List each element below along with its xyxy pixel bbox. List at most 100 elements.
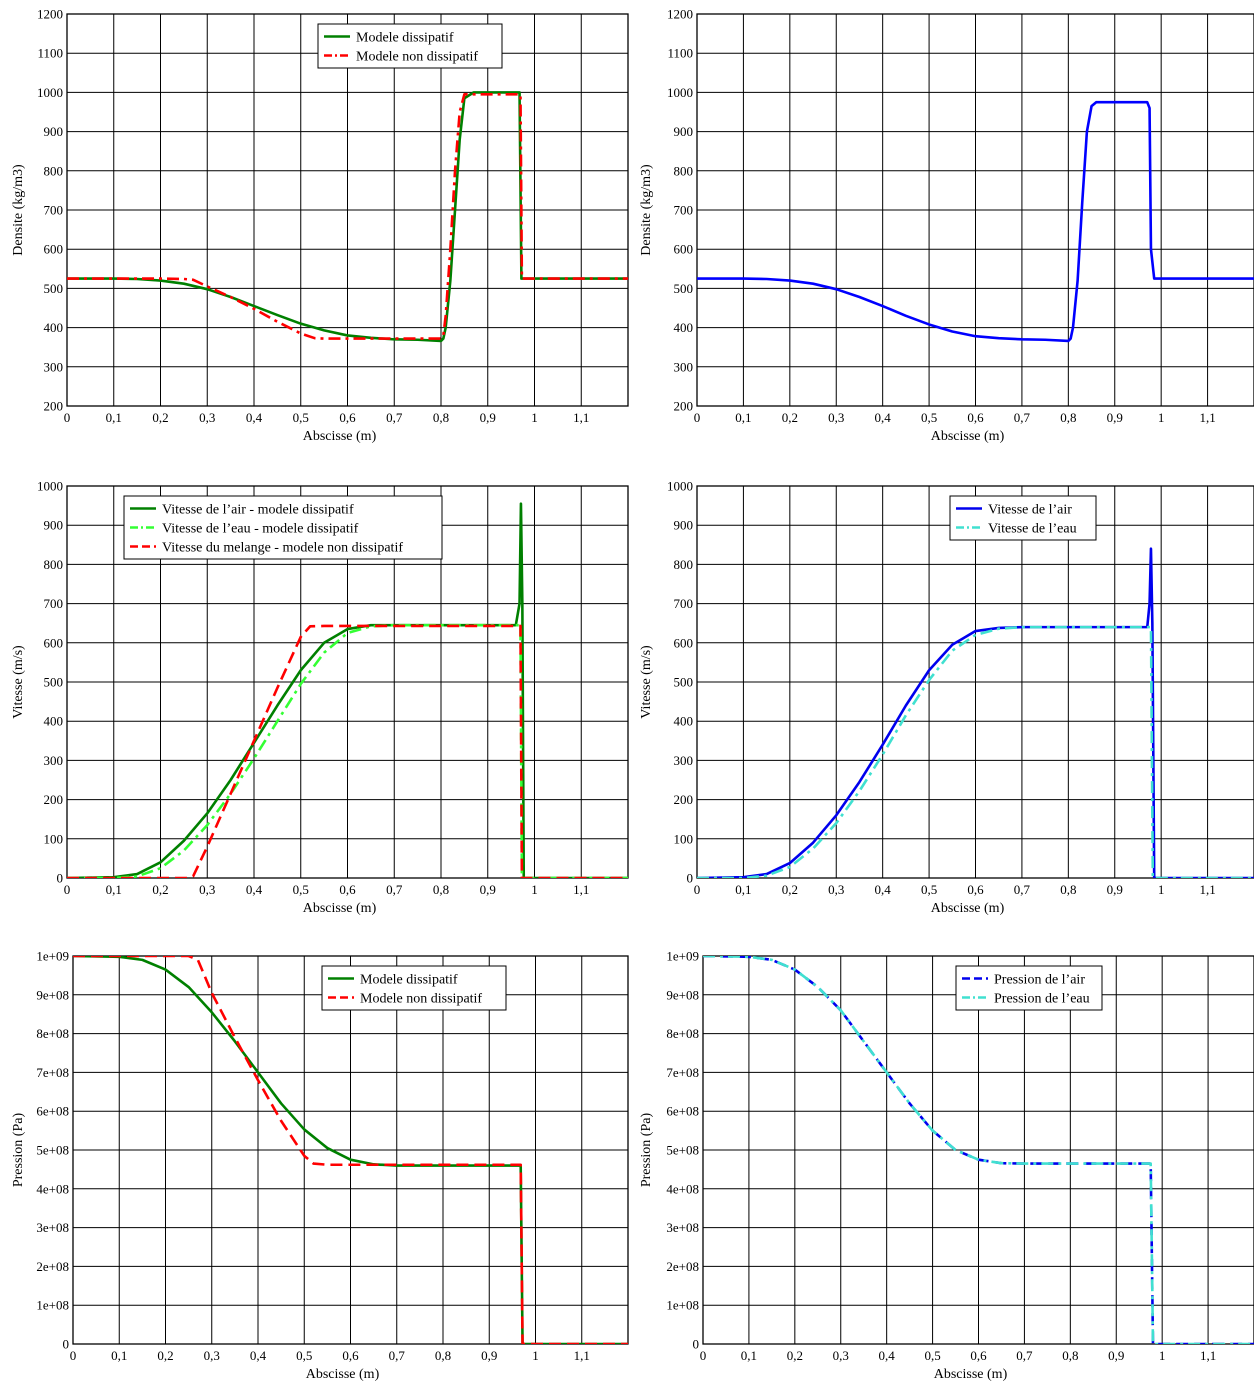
x-tick-label: 0,1	[111, 1348, 127, 1363]
x-axis-label: Abscisse (m)	[931, 429, 1005, 444]
plot-frame	[696, 485, 1254, 879]
x-tick-label: 0,7	[386, 882, 403, 897]
legend-label: Vitesse de l’air	[988, 503, 1072, 518]
x-tick-label: 0,4	[250, 1348, 267, 1363]
y-axis-label: Densite (kg/m3)	[639, 164, 654, 256]
legend: Pression de l’air Pression de l’eau	[955, 965, 1103, 1011]
y-tick-label: 1e+08	[666, 1298, 699, 1313]
x-tick-label: 0,6	[967, 410, 984, 425]
plot-frame	[696, 13, 1254, 407]
y-tick-label: 200	[674, 399, 694, 414]
y-tick-label: 200	[44, 399, 64, 414]
x-tick-label: 0,4	[875, 410, 892, 425]
x-tick-label: 0,5	[921, 882, 937, 897]
y-axis-label: Pression (Pa)	[639, 1113, 654, 1188]
x-tick-label: 0,3	[833, 1348, 849, 1363]
x-tick-label: 1	[532, 1348, 539, 1363]
y-tick-label: 3e+08	[666, 1220, 699, 1235]
x-axis-label: Abscisse (m)	[303, 901, 377, 916]
series-line-2	[73, 956, 628, 1344]
y-tick-label: 200	[44, 792, 64, 807]
legend: Vitesse de l’air - modele dissipatif Vite…	[123, 495, 443, 560]
legend-label: Vitesse de l’eau	[988, 522, 1077, 537]
x-tick-label: 0,6	[970, 1348, 987, 1363]
y-tick-label: 1200	[37, 7, 63, 22]
series-line-2	[67, 93, 628, 340]
legend-box	[317, 23, 503, 69]
x-tick-label: 0,7	[389, 1348, 406, 1363]
y-tick-label: 1e+08	[36, 1298, 69, 1313]
y-tick-label: 8e+08	[666, 1026, 699, 1041]
x-axis-label: Abscisse (m)	[934, 1367, 1008, 1382]
x-tick-label: 0	[694, 882, 701, 897]
x-tick-label: 0,1	[735, 882, 751, 897]
y-tick-label: 800	[44, 163, 64, 178]
y-tick-label: 1100	[667, 46, 693, 61]
y-tick-label: 600	[44, 242, 64, 257]
legend-label: Pression de l’eau	[994, 992, 1090, 1007]
y-tick-label: 1000	[667, 85, 693, 100]
x-tick-label: 0,9	[1108, 1348, 1124, 1363]
y-tick-label: 500	[44, 281, 64, 296]
x-tick-label: 0,4	[875, 882, 892, 897]
x-tick-label: 0,2	[152, 410, 168, 425]
y-tick-label: 800	[674, 557, 694, 572]
y-tick-label: 400	[44, 320, 64, 335]
y-tick-label: 6e+08	[666, 1104, 699, 1119]
x-tick-label: 1	[531, 410, 538, 425]
x-axis-label: Abscisse (m)	[306, 1367, 380, 1382]
plot-frame	[72, 955, 629, 1345]
x-tick-label: 1	[531, 882, 538, 897]
x-tick-label: 1,1	[574, 1348, 590, 1363]
chart-pressure-comparison: 0 0,1 0,2 0,3 0,4 0,5 0,6 0,7 0,8 0,9 1 1,1 0 1e+08 2e…	[0, 944, 629, 1384]
legend-label: Pression de l’air	[994, 973, 1085, 988]
y-tick-label: 4e+08	[36, 1181, 69, 1196]
legend-label: Vitesse du melange - modele non dissipat…	[162, 541, 403, 556]
legend-label: Modele dissipatif	[356, 31, 454, 46]
y-tick-label: 400	[674, 714, 694, 729]
y-tick-label: 0	[693, 1337, 700, 1352]
y-tick-label: 7e+08	[36, 1065, 69, 1080]
y-tick-label: 900	[44, 518, 64, 533]
x-tick-label: 0,3	[828, 410, 844, 425]
series-line-1	[67, 502, 628, 878]
plot-frame	[702, 955, 1254, 1345]
x-tick-label: 1,1	[573, 410, 589, 425]
y-tick-label: 1100	[37, 46, 63, 61]
y-tick-label: 400	[44, 714, 64, 729]
plot-frame	[66, 485, 629, 879]
x-tick-label: 0,5	[296, 1348, 312, 1363]
y-tick-label: 4e+08	[666, 1181, 699, 1196]
y-tick-label: 800	[44, 557, 64, 572]
x-tick-label: 0,7	[1014, 410, 1031, 425]
x-tick-label: 0,3	[828, 882, 844, 897]
x-tick-label: 0,2	[152, 882, 168, 897]
y-tick-label: 600	[44, 635, 64, 650]
chart-velocity-air-water: 0 0,1 0,2 0,3 0,4 0,5 0,6 0,7 0,8 0,9 1 1,1 0 100 200 3…	[628, 472, 1254, 922]
y-tick-label: 500	[674, 675, 694, 690]
x-tick-label: 0,6	[339, 882, 356, 897]
y-tick-label: 700	[44, 203, 64, 218]
y-tick-label: 0	[57, 871, 64, 886]
y-tick-label: 600	[674, 242, 694, 257]
chart-svg: 0 0,1 0,2 0,3 0,4 0,5 0,6 0,7 0,8 0,9 1 1,1 0 1e+08 2e…	[11, 949, 629, 1382]
y-tick-label: 1e+09	[36, 949, 69, 964]
legend-box	[123, 495, 443, 560]
x-tick-label: 0,4	[246, 882, 263, 897]
y-tick-label: 2e+08	[36, 1259, 69, 1274]
x-tick-label: 0,1	[741, 1348, 757, 1363]
y-axis-label: Pression (Pa)	[11, 1113, 26, 1188]
y-tick-label: 6e+08	[36, 1104, 69, 1119]
x-tick-label: 0,9	[1107, 882, 1123, 897]
x-tick-label: 1	[1158, 410, 1165, 425]
y-tick-label: 3e+08	[36, 1220, 69, 1235]
y-tick-label: 100	[44, 831, 64, 846]
y-tick-label: 700	[44, 596, 64, 611]
x-tick-label: 1,1	[1199, 410, 1215, 425]
y-tick-label: 100	[674, 831, 694, 846]
y-tick-label: 1000	[667, 479, 693, 494]
y-tick-label: 1000	[37, 479, 63, 494]
legend: Modele dissipatif Modele non dissipatif	[317, 23, 503, 69]
y-tick-label: 700	[674, 596, 694, 611]
legend-box	[949, 495, 1097, 541]
